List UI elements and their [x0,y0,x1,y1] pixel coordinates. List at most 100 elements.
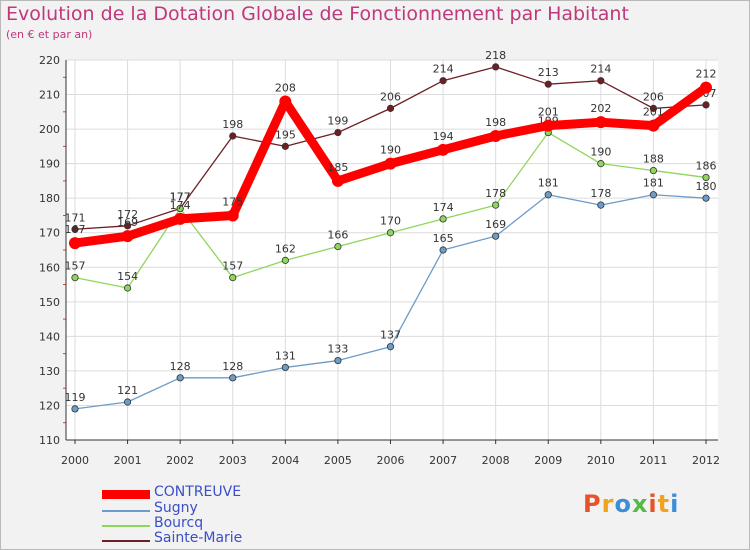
y-tick-label: 200 [39,123,60,136]
data-point-sainte-marie [649,104,658,112]
y-tick-label: 140 [39,330,60,343]
legend-label-bourcq: Bourcq [154,515,204,531]
legend-label-sugny: Sugny [154,500,198,516]
data-point-sainte-marie [281,142,289,150]
data-label-bourcq: 190 [590,146,611,159]
data-point-bourcq [334,242,342,251]
y-tick-label: 210 [39,89,60,102]
data-label-contreuve: 201 [538,106,559,119]
data-label-sainte-marie: 172 [117,208,138,221]
data-point-contreuve [174,212,187,225]
data-point-bourcq [649,166,658,175]
data-point-bourcq [71,274,79,282]
data-label-contreuve: 174 [170,199,191,212]
data-label-contreuve: 175 [222,195,243,208]
data-label-bourcq: 157 [222,260,243,273]
y-tick-label: 110 [39,434,60,447]
data-label-contreuve: 190 [380,144,401,157]
x-tick-label: 2011 [639,454,667,467]
y-tick-label: 130 [39,365,60,378]
data-point-sainte-marie [123,222,132,230]
data-label-sainte-marie: 198 [222,118,243,131]
data-point-sainte-marie [597,77,605,85]
data-label-sainte-marie: 195 [275,128,296,141]
chart-subtitle: (en € et par an) [6,28,93,41]
data-point-contreuve [226,209,239,222]
data-point-bourcq [492,201,500,209]
data-label-sugny: 165 [433,232,454,245]
legend-swatch-bourcq [102,525,150,527]
data-label-bourcq: 177 [170,191,191,204]
logo-letter: P [583,490,602,518]
data-label-sainte-marie: 213 [538,66,559,79]
data-point-bourcq [281,256,289,264]
data-label-sugny: 181 [643,177,664,190]
x-tick-label: 2006 [377,454,405,467]
data-point-contreuve [542,119,555,132]
y-tick-label: 220 [39,54,60,67]
chart-title: Evolution de la Dotation Globale de Fonc… [6,3,629,25]
data-point-contreuve [489,130,502,142]
data-point-sainte-marie [702,101,710,109]
data-label-sugny: 131 [275,349,296,362]
logo-letter: r [601,490,615,518]
logo-letter: i [648,490,658,518]
data-point-sugny [386,343,395,351]
data-label-contreuve: 212 [696,68,717,81]
legend-swatch-sainte-marie [102,540,150,542]
data-label-sainte-marie: 214 [590,63,611,76]
data-label-sainte-marie: 171 [65,211,86,224]
data-point-bourcq [123,284,132,292]
data-point-contreuve [121,230,134,243]
logo-letter: x [631,490,649,518]
data-label-sainte-marie: 177 [170,191,191,204]
data-point-bourcq [702,173,710,182]
data-label-sugny: 181 [538,177,559,190]
x-tick-label: 2002 [166,454,194,467]
y-tick-label: 120 [39,399,60,412]
x-tick-label: 2010 [587,454,615,467]
y-tick-label: 170 [39,227,60,240]
data-point-sugny [702,194,710,202]
y-tick-label: 150 [39,296,60,309]
x-tick-label: 2008 [482,454,510,467]
x-tick-label: 2005 [324,454,352,467]
proxiti-logo: Proxiti [583,490,679,518]
data-label-bourcq: 188 [643,153,664,166]
x-tick-label: 2007 [429,454,457,467]
data-label-sugny: 128 [222,360,243,373]
data-label-bourcq: 186 [696,159,717,172]
data-point-sugny [334,356,342,365]
legend-swatch-sugny [102,510,150,512]
data-point-sainte-marie [492,63,500,71]
x-tick-label: 2009 [534,454,562,467]
data-label-sugny: 169 [485,218,506,231]
logo-letter: t [657,490,671,518]
data-label-sainte-marie: 214 [433,63,454,76]
data-label-sainte-marie: 218 [485,49,506,62]
data-label-bourcq: 174 [433,201,454,214]
data-point-contreuve [384,157,397,170]
data-point-contreuve [331,174,344,187]
data-point-sugny [123,398,132,406]
data-point-sugny [544,191,552,199]
data-label-bourcq: 154 [117,270,138,283]
data-label-sainte-marie: 206 [643,90,664,103]
data-point-bourcq [386,229,395,237]
y-tick-label: 190 [39,158,60,171]
data-point-sainte-marie [71,225,79,233]
x-tick-label: 2000 [61,454,89,467]
data-label-sugny: 119 [65,391,86,404]
data-label-contreuve: 167 [65,223,86,236]
data-point-bourcq [597,160,605,168]
data-label-sugny: 128 [170,360,191,373]
data-label-sainte-marie: 199 [327,115,348,128]
data-point-sugny [176,374,184,382]
data-label-sugny: 121 [117,384,138,397]
data-point-sugny [439,246,447,254]
data-label-contreuve: 208 [275,81,296,94]
data-point-sugny [71,405,79,413]
data-label-sugny: 180 [696,180,717,193]
data-point-sainte-marie [229,132,237,140]
data-point-sainte-marie [544,80,552,88]
